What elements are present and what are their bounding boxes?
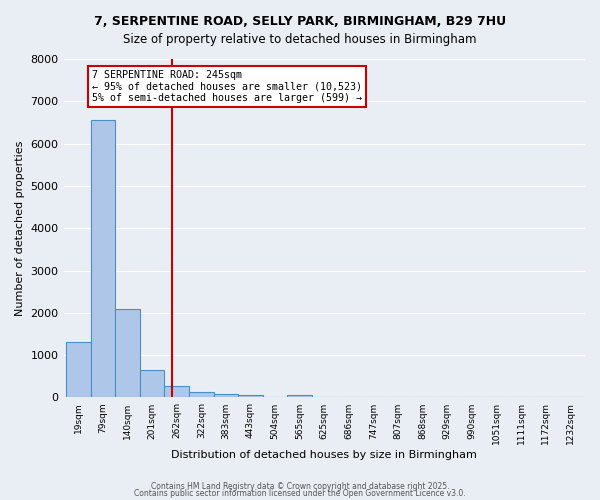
- Text: Size of property relative to detached houses in Birmingham: Size of property relative to detached ho…: [123, 32, 477, 46]
- Bar: [214, 394, 238, 398]
- Bar: [66, 342, 91, 398]
- X-axis label: Distribution of detached houses by size in Birmingham: Distribution of detached houses by size …: [172, 450, 477, 460]
- Bar: [140, 370, 164, 398]
- Bar: [238, 395, 263, 398]
- Text: 7, SERPENTINE ROAD, SELLY PARK, BIRMINGHAM, B29 7HU: 7, SERPENTINE ROAD, SELLY PARK, BIRMINGH…: [94, 15, 506, 28]
- Y-axis label: Number of detached properties: Number of detached properties: [15, 140, 25, 316]
- Text: Contains HM Land Registry data © Crown copyright and database right 2025.: Contains HM Land Registry data © Crown c…: [151, 482, 449, 491]
- Text: Contains public sector information licensed under the Open Government Licence v3: Contains public sector information licen…: [134, 489, 466, 498]
- Bar: [287, 395, 312, 398]
- Bar: [115, 308, 140, 398]
- Bar: [91, 120, 115, 398]
- Text: 7 SERPENTINE ROAD: 245sqm
← 95% of detached houses are smaller (10,523)
5% of se: 7 SERPENTINE ROAD: 245sqm ← 95% of detac…: [92, 70, 362, 103]
- Bar: [189, 392, 214, 398]
- Bar: [164, 386, 189, 398]
